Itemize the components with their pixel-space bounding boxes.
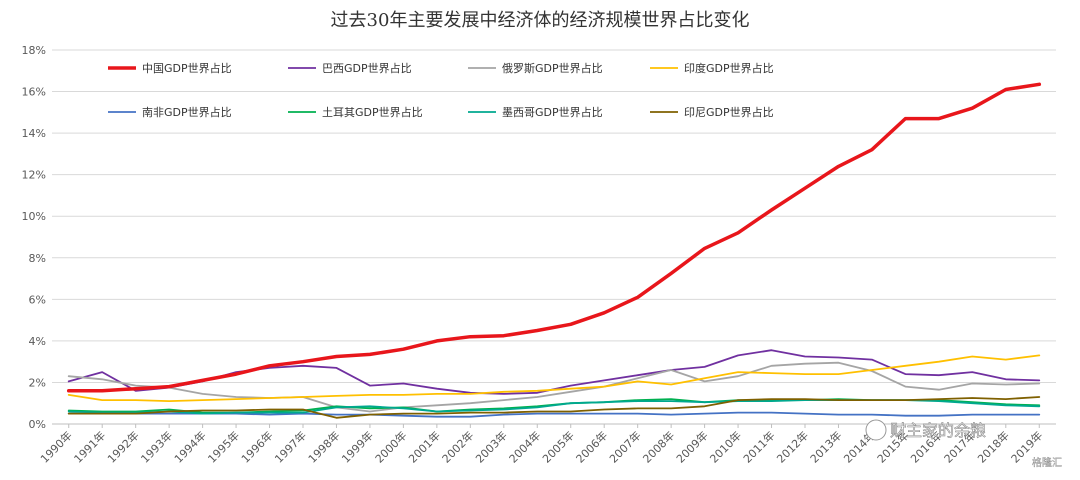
x-tick-label: 2002年: [439, 428, 476, 465]
y-tick-label: 4%: [29, 335, 46, 348]
x-tick-label: 1998年: [305, 428, 342, 465]
watermark: 财主家的余粮 格隆汇: [865, 419, 1062, 469]
x-tick-label: 2004年: [506, 428, 543, 465]
x-tick-label: 2012年: [774, 428, 811, 465]
x-tick-label: 2001年: [406, 428, 443, 465]
legend-label: 印度GDP世界占比: [684, 61, 774, 75]
y-tick-label: 12%: [22, 169, 46, 182]
x-tick-label: 1999年: [339, 428, 376, 465]
y-tick-label: 14%: [22, 127, 46, 140]
y-axis: 0% 2% 4% 6% 8% 10% 12% 14% 16% 18%: [22, 44, 46, 431]
x-tick-label: 2013年: [807, 428, 844, 465]
legend: 中国GDP世界占比 巴西GDP世界占比 俄罗斯GDP世界占比 印度GDP世界占比南非G…: [108, 61, 774, 119]
x-tick-label: 2000年: [372, 428, 409, 465]
x-tick-label: 1991年: [71, 428, 108, 465]
series-line: [67, 349, 1041, 395]
y-tick-label: 16%: [22, 86, 46, 99]
series-line: [67, 361, 1041, 413]
x-tick-label: 2010年: [707, 428, 744, 465]
x-tick-label: 1990年: [37, 428, 74, 465]
x-tick-label: 2006年: [573, 428, 610, 465]
legend-label: 中国GDP世界占比: [142, 61, 232, 75]
legend-label: 土耳其GDP世界占比: [322, 105, 423, 119]
series-line: [67, 354, 1041, 403]
x-tick-label: 2007年: [606, 428, 643, 465]
x-tick-label: 1994年: [171, 428, 208, 465]
chart-title: 过去30年主要发展中经济体的经济规模世界占比变化: [331, 10, 750, 31]
wechat-icon: [865, 419, 887, 441]
legend-label: 印尼GDP世界占比: [684, 105, 774, 119]
x-tick-label: 2009年: [673, 428, 710, 465]
y-tick-label: 18%: [22, 44, 46, 57]
y-tick-label: 10%: [22, 210, 46, 223]
x-tick-label: 1995年: [205, 428, 242, 465]
y-tick-label: 2%: [29, 376, 46, 389]
legend-label: 俄罗斯GDP世界占比: [502, 61, 603, 75]
x-tick-label: 1992年: [104, 428, 141, 465]
x-tick-label: 1993年: [138, 428, 175, 465]
x-tick-label: 2008年: [640, 428, 677, 465]
legend-label: 巴西GDP世界占比: [322, 61, 412, 75]
x-tick-label: 1996年: [238, 428, 275, 465]
watermark-sub: 格隆汇: [1032, 456, 1062, 469]
legend-label: 墨西哥GDP世界占比: [502, 105, 603, 119]
y-tick-label: 8%: [29, 252, 46, 265]
y-tick-label: 6%: [29, 293, 46, 306]
gridlines: [52, 49, 1056, 425]
x-tick-label: 1997年: [272, 428, 309, 465]
series-lines: [66, 82, 1042, 419]
series-line: [66, 82, 1042, 393]
y-tick-label: 0%: [29, 418, 46, 431]
x-tick-label: 2003年: [472, 428, 509, 465]
legend-label: 南非GDP世界占比: [142, 105, 232, 119]
watermark-text: 财主家的余粮: [890, 421, 986, 440]
series-line: [67, 396, 1041, 419]
x-tick-label: 2005年: [539, 428, 576, 465]
x-tick-label: 2011年: [740, 428, 777, 465]
